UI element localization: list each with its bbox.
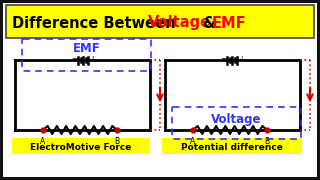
Text: EMF: EMF bbox=[212, 15, 247, 30]
Bar bbox=[6, 5, 314, 38]
Text: Voltage: Voltage bbox=[211, 114, 262, 127]
Bar bbox=[12, 138, 150, 154]
Bar bbox=[162, 138, 302, 154]
Text: &: & bbox=[198, 15, 221, 30]
Text: +: + bbox=[89, 55, 95, 64]
Text: Difference Between: Difference Between bbox=[12, 15, 181, 30]
Text: A: A bbox=[40, 137, 46, 146]
Text: ElectroMotive Force: ElectroMotive Force bbox=[30, 143, 132, 152]
Text: −: − bbox=[220, 55, 226, 64]
Text: A: A bbox=[190, 137, 196, 146]
Text: EMF: EMF bbox=[73, 42, 100, 55]
Text: +: + bbox=[238, 55, 244, 64]
Text: Voltage: Voltage bbox=[148, 15, 211, 30]
Text: B: B bbox=[115, 137, 120, 146]
Text: −: − bbox=[71, 55, 77, 64]
Text: B: B bbox=[264, 137, 269, 146]
Text: Potential difference: Potential difference bbox=[181, 143, 283, 152]
